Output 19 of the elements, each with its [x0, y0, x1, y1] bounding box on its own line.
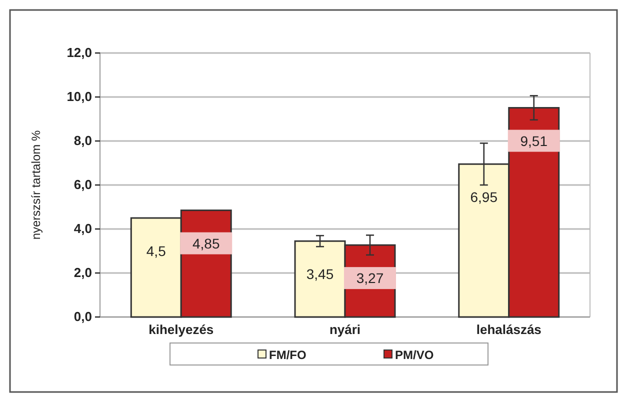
y-tick-label: 4,0	[74, 221, 92, 236]
legend-label: PM/VO	[395, 348, 434, 362]
x-tick-label: nyári	[329, 322, 361, 338]
y-tick-label: 8,0	[74, 133, 92, 148]
y-tick-label: 12,0	[66, 45, 92, 60]
data-label: 6,95	[470, 189, 498, 206]
x-tick-label: kihelyezés	[148, 322, 214, 338]
x-tick-label: lehalászás	[476, 322, 542, 338]
y-axis-title: nyerszsír tartalom %	[29, 130, 43, 240]
y-tick-label: 0,0	[74, 309, 92, 324]
y-tick-label: 6,0	[74, 177, 92, 192]
data-label: 4,85	[192, 235, 220, 252]
data-label: 3,45	[306, 266, 334, 282]
y-tick-label: 2,0	[74, 265, 92, 280]
data-label: 4,5	[146, 243, 166, 259]
data-label: 9,51	[520, 132, 548, 149]
legend-label: FM/FO	[269, 348, 306, 362]
data-label: 3,27	[356, 270, 384, 286]
y-tick-label: 10,0	[66, 89, 92, 104]
